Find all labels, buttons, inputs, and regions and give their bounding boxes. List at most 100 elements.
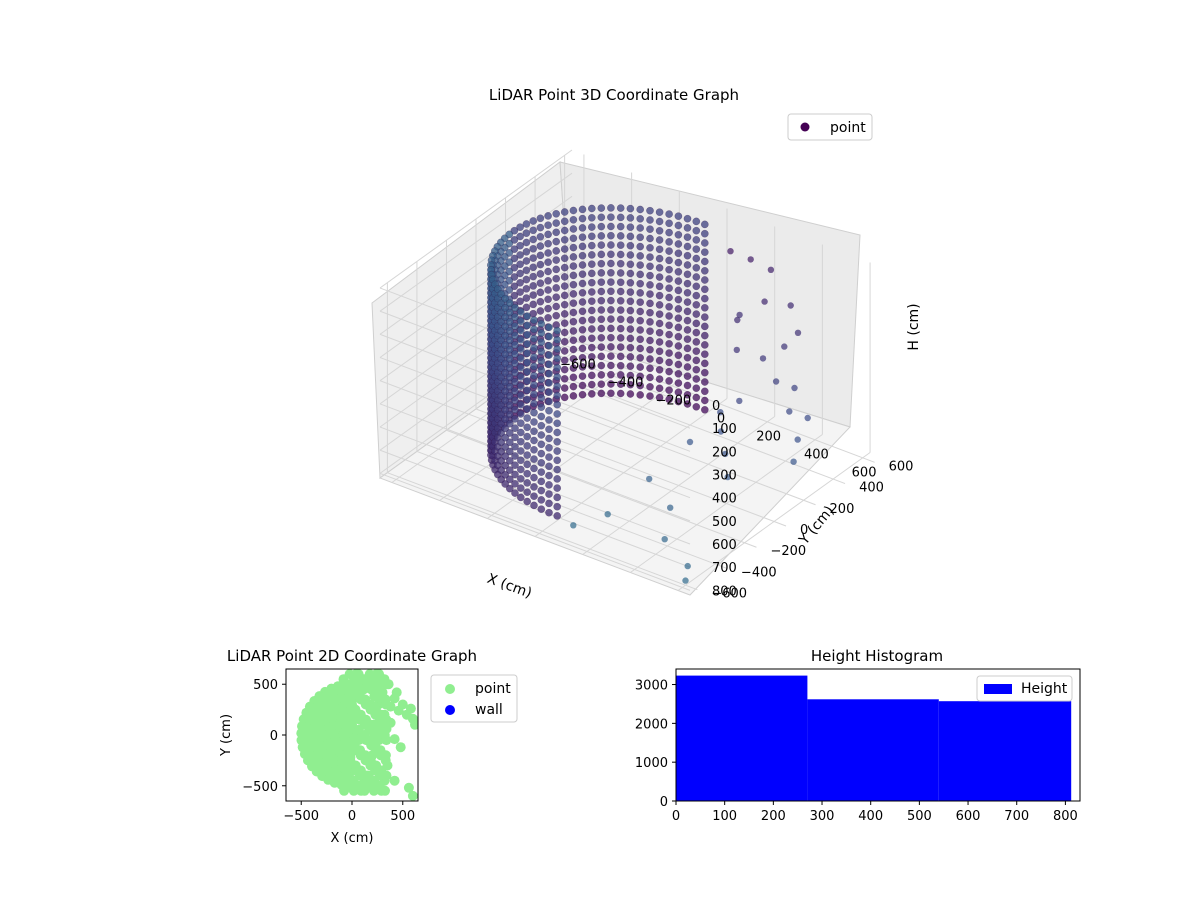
point-3d: [588, 241, 596, 250]
point-3d: [505, 354, 514, 363]
point-3d: [511, 396, 519, 405]
point-3d: [683, 261, 692, 269]
point-3d: [626, 380, 635, 389]
point-3d: [544, 249, 552, 257]
point-3d: [578, 251, 587, 260]
point-3d: [616, 334, 625, 342]
point-3d: [529, 254, 538, 262]
x-tick-label-3d: 200: [756, 430, 781, 445]
point-3d: [511, 331, 519, 340]
point-3d: [701, 239, 709, 247]
point-3d: [597, 380, 606, 389]
point-3d: [636, 381, 645, 390]
z-tick-label-3d: 100: [712, 422, 737, 437]
point-3d: [511, 433, 519, 442]
point-3d: [553, 326, 562, 335]
point-3d: [607, 380, 615, 388]
point-3d: [536, 279, 545, 288]
point-3d: [701, 257, 709, 266]
point-3d: [569, 290, 578, 298]
point-3d: [545, 434, 553, 443]
point-3d: [683, 214, 692, 223]
point-3d: [569, 364, 578, 372]
y-tick-label-3d: 200: [830, 502, 855, 517]
point-3d: [530, 427, 538, 436]
point-3d: [530, 381, 538, 389]
point-3d: [674, 212, 683, 220]
point-3d: [517, 484, 525, 492]
point-3d: [536, 297, 545, 306]
histogram-bar: [676, 675, 808, 801]
point-3d: [501, 443, 510, 451]
point-3d: [674, 351, 683, 360]
point-3d: [536, 214, 545, 223]
outlier-point-3d: [684, 562, 691, 570]
point-3d: [701, 378, 709, 386]
point-3d: [537, 366, 546, 374]
point-3d: [536, 270, 545, 278]
z-tick-label-3d: 0: [712, 399, 720, 414]
outlier-point-3d: [790, 458, 797, 465]
point-3d: [529, 272, 538, 281]
outlier-point-3d: [646, 475, 653, 483]
point-3d: [692, 375, 701, 383]
point-3d: [523, 460, 532, 469]
point-2d: [403, 782, 414, 793]
legend-2d: point wall: [430, 674, 518, 723]
y-tick-label-3d: 0: [800, 523, 808, 538]
point-3d: [529, 244, 538, 253]
point-3d: [588, 352, 596, 361]
point-3d: [516, 241, 524, 250]
point-3d: [505, 327, 514, 335]
x-tick-label-histogram: 0: [672, 809, 680, 824]
point-3d: [537, 403, 546, 412]
point-3d: [646, 262, 654, 271]
point-3d: [597, 213, 606, 222]
x-tick-label-2d: 500: [390, 809, 415, 824]
grid-line: [387, 472, 698, 591]
point-3d: [578, 381, 587, 390]
point-3d: [665, 358, 673, 367]
point-3d: [516, 251, 524, 259]
z-tick-label-3d: 400: [712, 492, 737, 507]
point-3d: [665, 265, 673, 274]
point-3d: [553, 437, 562, 446]
point-3d: [544, 276, 552, 285]
chart-3d: LiDAR Point 3D Coordinate Graph −600 −400…: [371, 86, 922, 602]
point-3d: [636, 335, 645, 344]
point-3d: [692, 338, 701, 346]
point-3d: [545, 471, 553, 480]
legend-2d-point-label: point: [475, 681, 511, 697]
point-3d: [701, 396, 709, 405]
point-3d: [552, 256, 561, 264]
point-3d: [616, 232, 625, 240]
point-3d: [692, 226, 701, 235]
point-3d: [683, 363, 692, 371]
point-3d: [665, 395, 673, 404]
point-3d: [701, 341, 709, 349]
point-3d: [529, 235, 538, 244]
point-3d: [505, 429, 514, 437]
point-3d: [665, 210, 673, 218]
point-3d: [569, 262, 578, 270]
point-3d: [530, 344, 538, 352]
point-3d: [560, 217, 569, 226]
point-3d: [655, 301, 664, 309]
point-3d: [529, 300, 538, 309]
point-3d: [501, 470, 510, 479]
point-3d: [530, 501, 538, 510]
point-3d: [553, 465, 562, 474]
point-3d: [636, 242, 645, 251]
point-3d: [530, 353, 538, 361]
point-3d: [516, 269, 524, 278]
z-tick-label-3d: 200: [712, 445, 737, 460]
point-3d: [646, 281, 654, 289]
point-3d: [523, 349, 532, 358]
point-3d: [510, 236, 519, 244]
point-3d: [545, 323, 553, 332]
point-3d: [510, 245, 519, 253]
point-3d: [588, 334, 596, 343]
point-3d: [588, 232, 596, 241]
point-3d: [588, 297, 596, 306]
point-3d: [626, 316, 635, 324]
